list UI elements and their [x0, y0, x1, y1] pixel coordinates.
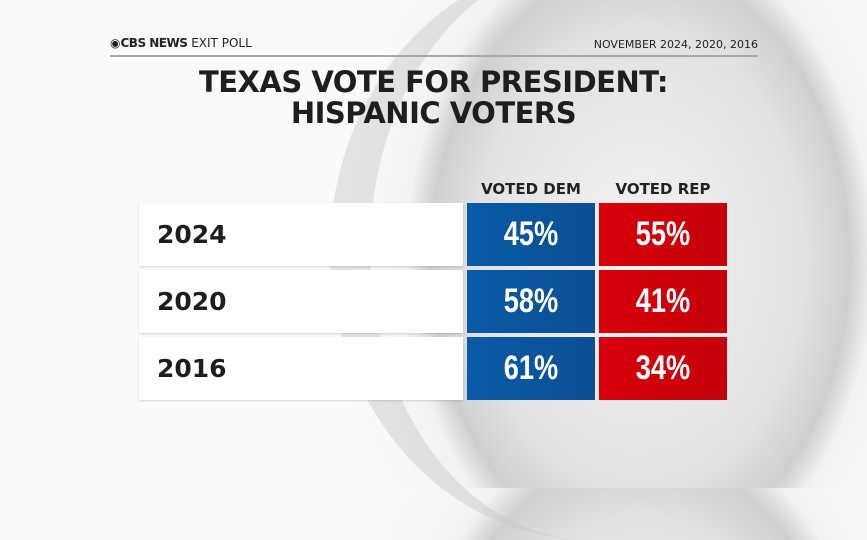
dem-cell: 61% — [467, 337, 595, 400]
cbs-eye-icon: ◉ — [110, 36, 121, 50]
dem-value: 61% — [503, 349, 559, 387]
column-header-rep: VOTED REP — [615, 180, 711, 198]
brand-name: CBS NEWS — [120, 36, 188, 50]
title-line-2: HISPANIC VOTERS — [290, 96, 577, 130]
dem-value: 45% — [503, 215, 559, 253]
rep-cell: 34% — [599, 337, 727, 400]
column-header-dem: VOTED DEM — [481, 180, 581, 198]
year-label: 2020 — [139, 270, 463, 333]
rep-cell: 41% — [599, 270, 727, 333]
header-divider — [110, 55, 758, 57]
poll-date: NOVEMBER 2024, 2020, 2016 — [593, 38, 758, 51]
brand-logo: ◉CBS NEWS EXIT POLL — [110, 36, 252, 50]
rep-value: 55% — [635, 215, 691, 253]
dem-cell: 58% — [467, 270, 595, 333]
rep-value: 41% — [635, 282, 691, 320]
dem-value: 58% — [503, 282, 559, 320]
year-label: 2024 — [139, 203, 463, 266]
brand-suffix: EXIT POLL — [191, 36, 252, 50]
rep-cell: 55% — [599, 203, 727, 266]
title-line-1: TEXAS VOTE FOR PRESIDENT: — [198, 65, 669, 99]
dem-cell: 45% — [467, 203, 595, 266]
rep-value: 34% — [635, 349, 691, 387]
year-label: 2016 — [139, 337, 463, 400]
